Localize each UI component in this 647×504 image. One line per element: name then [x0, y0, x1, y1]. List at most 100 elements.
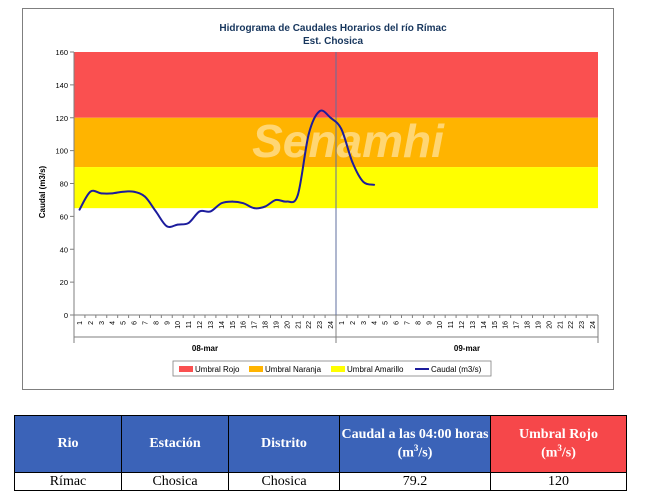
data-point-15 — [231, 200, 234, 203]
x-tick-label-3: 3 — [99, 321, 106, 325]
data-point-8 — [154, 210, 157, 213]
x-tick-label-43: 19 — [535, 321, 542, 329]
summary-header-row: Rio Estación Distrito Caudal a las 04:00… — [14, 415, 627, 473]
x-tick-label-42: 18 — [525, 321, 532, 329]
x-tick-label-29: 5 — [383, 321, 390, 325]
data-point-21 — [296, 194, 299, 196]
header-umbral-unit-close: /s) — [561, 445, 576, 461]
x-tick-label-28: 4 — [372, 321, 379, 325]
data-point-22 — [307, 133, 310, 136]
header-umbral-rojo: Umbral Rojo (m3/s) — [490, 415, 627, 473]
legend-swatch-amarillo — [331, 366, 345, 372]
legend-swatch-naranja — [249, 366, 263, 372]
x-tick-label-32: 8 — [415, 321, 422, 325]
cell-estacion: Chosica — [121, 472, 229, 491]
x-tick-label-14: 14 — [219, 321, 226, 329]
header-umbral-unit-sup: 3 — [557, 442, 562, 453]
data-point-3 — [100, 192, 103, 195]
day-label-09-mar: 09-mar — [454, 344, 480, 353]
x-tick-label-11: 11 — [186, 321, 193, 328]
x-tick-label-6: 6 — [132, 321, 139, 325]
data-point-6 — [133, 190, 135, 193]
x-tick-label-33: 9 — [426, 321, 433, 325]
x-tick-label-35: 11 — [448, 321, 455, 328]
senamhi-watermark: Senamhi — [252, 115, 445, 167]
chart-legend: Umbral Rojo Umbral Naranja Umbral Amaril… — [172, 360, 492, 377]
header-caudal-unit-sup: 3 — [413, 442, 419, 453]
legend-caudal: Caudal (m3/s) — [431, 365, 482, 374]
caudal-series — [78, 109, 376, 228]
data-point-11 — [187, 222, 190, 224]
x-tick-label-34: 10 — [437, 321, 444, 329]
x-tick-label-2: 2 — [88, 321, 95, 325]
x-tick-label-5: 5 — [121, 321, 128, 325]
summary-table: Rio Estación Distrito Caudal a las 04:00… — [14, 415, 627, 491]
data-point-12 — [198, 210, 201, 213]
x-tick-label-25: 1 — [339, 321, 346, 325]
x-tick-label-1: 1 — [77, 321, 84, 325]
data-point-5 — [122, 190, 125, 193]
data-point-23 — [318, 110, 321, 113]
x-tick-label-36: 12 — [459, 321, 466, 329]
day-label-08-mar: 08-mar — [192, 344, 218, 353]
data-point-26 — [351, 161, 354, 164]
x-tick-label-46: 22 — [568, 321, 575, 329]
x-tick-label-17: 17 — [252, 321, 259, 329]
x-tick-label-10: 10 — [175, 321, 182, 329]
x-tick-label-27: 3 — [361, 321, 368, 325]
y-tick-label-160: 160 — [55, 48, 68, 57]
x-tick-label-30: 6 — [394, 321, 401, 325]
x-tick-label-12: 12 — [197, 321, 204, 329]
series-line-caudal — [78, 109, 375, 228]
y-tick-label-0: 0 — [64, 311, 68, 320]
x-tick-label-23: 23 — [317, 321, 324, 329]
x-tick-label-20: 20 — [284, 321, 291, 329]
chart-canvas: Hidrograma de Caudales Horarios del río … — [38, 23, 599, 377]
x-tick-label-37: 13 — [470, 321, 477, 329]
y-tick-label-100: 100 — [55, 147, 68, 156]
x-tick-label-39: 15 — [492, 321, 499, 329]
data-point-9 — [165, 225, 168, 228]
x-tick-label-47: 23 — [579, 321, 586, 329]
data-point-13 — [209, 210, 212, 213]
x-tick-label-4: 4 — [110, 321, 117, 325]
y-tick-label-140: 140 — [55, 81, 68, 90]
legend-naranja: Umbral Naranja — [265, 365, 322, 374]
data-point-17 — [253, 207, 256, 210]
data-point-19 — [275, 199, 277, 201]
cell-rio: Rímac — [14, 472, 122, 491]
legend-swatch-rojo — [179, 366, 193, 372]
x-tick-label-21: 21 — [295, 321, 302, 329]
y-tick-label-80: 80 — [60, 180, 68, 189]
data-point-20 — [285, 200, 288, 203]
chart-title: Hidrograma de Caudales Horarios del río … — [219, 23, 447, 34]
x-tick-label-38: 14 — [481, 321, 488, 329]
data-point-4 — [111, 192, 114, 195]
header-umbral-text: Umbral Rojo — [519, 426, 598, 442]
x-tick-label-45: 21 — [557, 321, 564, 329]
x-tick-label-40: 16 — [503, 321, 510, 329]
header-estacion: Estación — [121, 415, 229, 473]
legend-amarillo: Umbral Amarillo — [347, 365, 404, 374]
header-caudal: Caudal a las 04:00 horas (m3/s) — [339, 415, 491, 473]
cell-umbral: 120 — [490, 472, 627, 491]
x-tick-label-7: 7 — [142, 321, 149, 325]
data-point-16 — [242, 202, 245, 205]
cell-distrito: Chosica — [228, 472, 340, 491]
x-tick-label-41: 17 — [514, 321, 521, 329]
x-tick-label-13: 13 — [208, 321, 215, 329]
x-tick-label-9: 9 — [164, 321, 171, 325]
data-point-10 — [176, 223, 179, 226]
y-tick-label-60: 60 — [60, 212, 68, 221]
x-tick-label-48: 24 — [590, 321, 597, 329]
y-axis-label: Caudal (m3/s) — [38, 165, 47, 218]
x-tick-label-16: 16 — [241, 321, 248, 329]
data-point-24 — [329, 116, 332, 119]
data-point-2 — [89, 190, 92, 193]
header-umbral-unit-open: (m — [541, 445, 558, 461]
x-tick-label-26: 2 — [350, 321, 357, 325]
x-tick-label-15: 15 — [230, 321, 237, 329]
x-tick-label-31: 7 — [404, 321, 411, 325]
cell-caudal: 79.2 — [339, 472, 491, 491]
x-axis-ticks: 1 2 3 4 5 6 7 8 9 10 11 12 13 14 15 16 17 18 19 20 21 22 23 24 1… — [73, 315, 599, 329]
